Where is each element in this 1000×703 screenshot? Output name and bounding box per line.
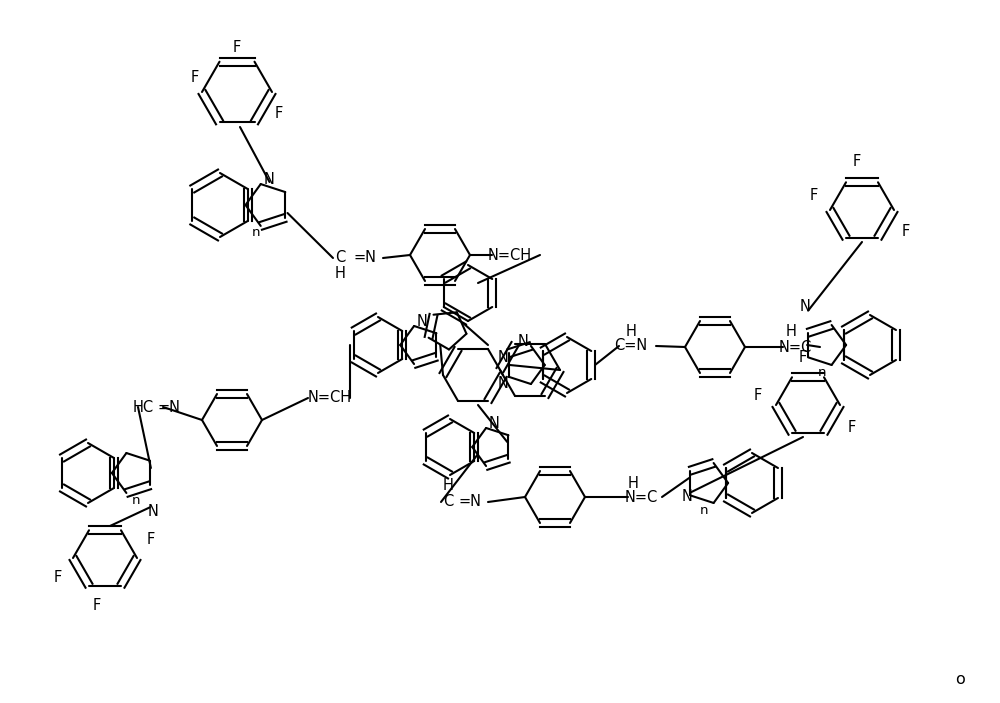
Text: =N: =N: [458, 494, 482, 510]
Text: N: N: [682, 489, 693, 504]
Text: H: H: [786, 323, 796, 339]
Text: =N: =N: [354, 250, 376, 266]
Text: F: F: [54, 571, 62, 586]
Text: F: F: [147, 532, 155, 548]
Text: N=C: N=C: [624, 489, 658, 505]
Text: C=N: C=N: [614, 339, 648, 354]
Text: N: N: [264, 172, 275, 186]
Text: N: N: [147, 504, 158, 519]
Text: N=C: N=C: [778, 340, 812, 354]
Text: n: n: [251, 226, 260, 240]
Text: n: n: [132, 494, 140, 508]
Text: N: N: [517, 333, 528, 349]
Text: HC: HC: [132, 399, 154, 415]
Text: N: N: [498, 349, 508, 364]
Text: F: F: [810, 188, 818, 203]
Text: n: n: [700, 505, 708, 517]
Text: C: C: [443, 494, 453, 510]
Text: N: N: [800, 299, 811, 314]
Text: F: F: [191, 70, 199, 84]
Text: N=CH: N=CH: [488, 247, 532, 262]
Text: F: F: [902, 224, 910, 240]
Text: F: F: [233, 39, 241, 55]
Text: n: n: [818, 366, 826, 380]
Text: F: F: [848, 420, 856, 434]
Text: H: H: [335, 266, 345, 280]
Text: H: H: [628, 475, 638, 491]
Text: N=CH: N=CH: [308, 390, 352, 406]
Text: =N: =N: [158, 399, 180, 415]
Text: F: F: [799, 349, 807, 364]
Text: F: F: [853, 155, 861, 169]
Text: F: F: [275, 106, 283, 122]
Text: N: N: [489, 415, 500, 430]
Text: F: F: [754, 387, 762, 403]
Text: o: o: [955, 673, 965, 688]
Text: H: H: [443, 479, 453, 494]
Text: C: C: [335, 250, 345, 266]
Text: N: N: [498, 375, 508, 390]
Text: H: H: [626, 325, 636, 340]
Text: F: F: [93, 598, 101, 614]
Text: N: N: [417, 314, 428, 328]
